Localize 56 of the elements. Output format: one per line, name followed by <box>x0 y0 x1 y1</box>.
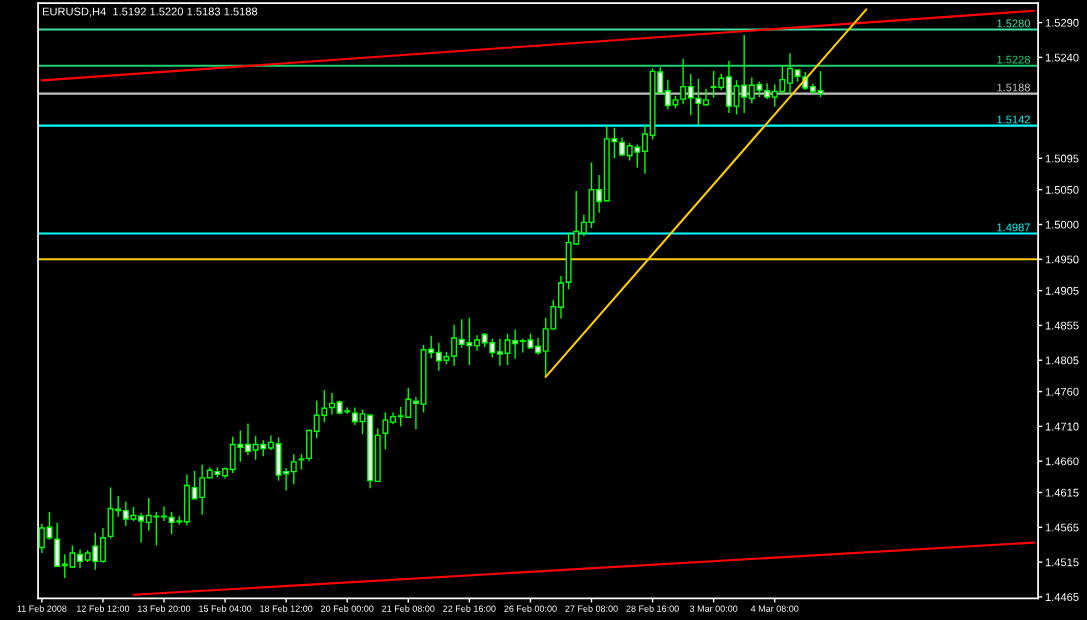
candlestick <box>99 527 106 564</box>
y-tick-label: 1.4905 <box>1045 286 1079 295</box>
x-tick-label: 27 Feb 08:00 <box>565 605 618 612</box>
x-tick-label: 26 Feb 00:00 <box>504 605 557 612</box>
y-tick-label: 1.5095 <box>1045 154 1079 163</box>
y-tick-label: 1.4565 <box>1045 523 1079 532</box>
x-tick-label: 18 Feb 12:00 <box>260 605 313 612</box>
y-tick-label: 1.5050 <box>1045 185 1079 194</box>
y-tick-label: 1.5290 <box>1045 18 1079 27</box>
y-tick-label: 1.4465 <box>1045 593 1079 602</box>
candlestick <box>161 505 167 522</box>
ref-line-label: 1.5188 <box>997 83 1030 92</box>
y-tick-label: 1.5000 <box>1045 220 1079 229</box>
x-tick-label: 28 Feb 16:00 <box>626 605 679 612</box>
y-tick-label: 1.4760 <box>1045 387 1079 396</box>
candlestick <box>283 467 290 492</box>
y-tick-label: 1.4805 <box>1045 356 1079 365</box>
candlestick <box>244 422 251 456</box>
x-tick-label: 13 Feb 20:00 <box>138 605 191 612</box>
ref-line-label: 1.4987 <box>997 223 1030 232</box>
candlestick <box>77 548 84 570</box>
x-tick-label: 11 Feb 2008 <box>17 605 67 612</box>
x-tick-label: 22 Feb 16:00 <box>443 605 496 612</box>
candlestick <box>817 70 824 98</box>
candlestick <box>687 73 694 116</box>
y-tick-label: 1.4855 <box>1045 321 1079 330</box>
ref-line-label: 1.5142 <box>997 115 1030 124</box>
chart-title: EURUSD,H4 1.5192 1.5220 1.5183 1.5188 <box>42 7 258 17</box>
ref-line-label: 1.5280 <box>997 19 1031 28</box>
candlestick <box>290 453 297 485</box>
candlestick <box>38 523 45 554</box>
x-tick-label: 12 Feb 12:00 <box>77 605 130 612</box>
ref-line-label: 1.5228 <box>997 55 1030 64</box>
x-tick-label: 4 Mar 08:00 <box>750 605 799 612</box>
candlestick <box>496 337 503 367</box>
candlestick <box>641 124 648 175</box>
x-tick-label: 21 Feb 08:00 <box>382 605 435 612</box>
candlestick <box>695 78 702 127</box>
x-tick-label: 20 Feb 00:00 <box>321 605 374 612</box>
y-tick-label: 1.4950 <box>1045 255 1079 264</box>
candlestick <box>596 174 603 214</box>
x-tick-label: 3 Mar 00:00 <box>689 605 738 612</box>
y-tick-label: 1.5240 <box>1045 53 1079 62</box>
y-tick-label: 1.4515 <box>1045 558 1079 567</box>
candlestick <box>580 214 587 238</box>
candlestick <box>786 52 793 95</box>
candlestick <box>382 411 389 451</box>
candlestick <box>451 324 458 367</box>
candlestick <box>680 58 687 105</box>
candlestick <box>138 512 145 544</box>
x-tick-label: 15 Feb 04:00 <box>199 605 252 612</box>
y-tick-label: 1.4615 <box>1045 488 1079 497</box>
y-tick-label: 1.4710 <box>1045 422 1079 431</box>
y-tick-label: 1.4660 <box>1045 457 1079 466</box>
candlestick <box>328 392 335 416</box>
candlestick <box>412 396 419 430</box>
